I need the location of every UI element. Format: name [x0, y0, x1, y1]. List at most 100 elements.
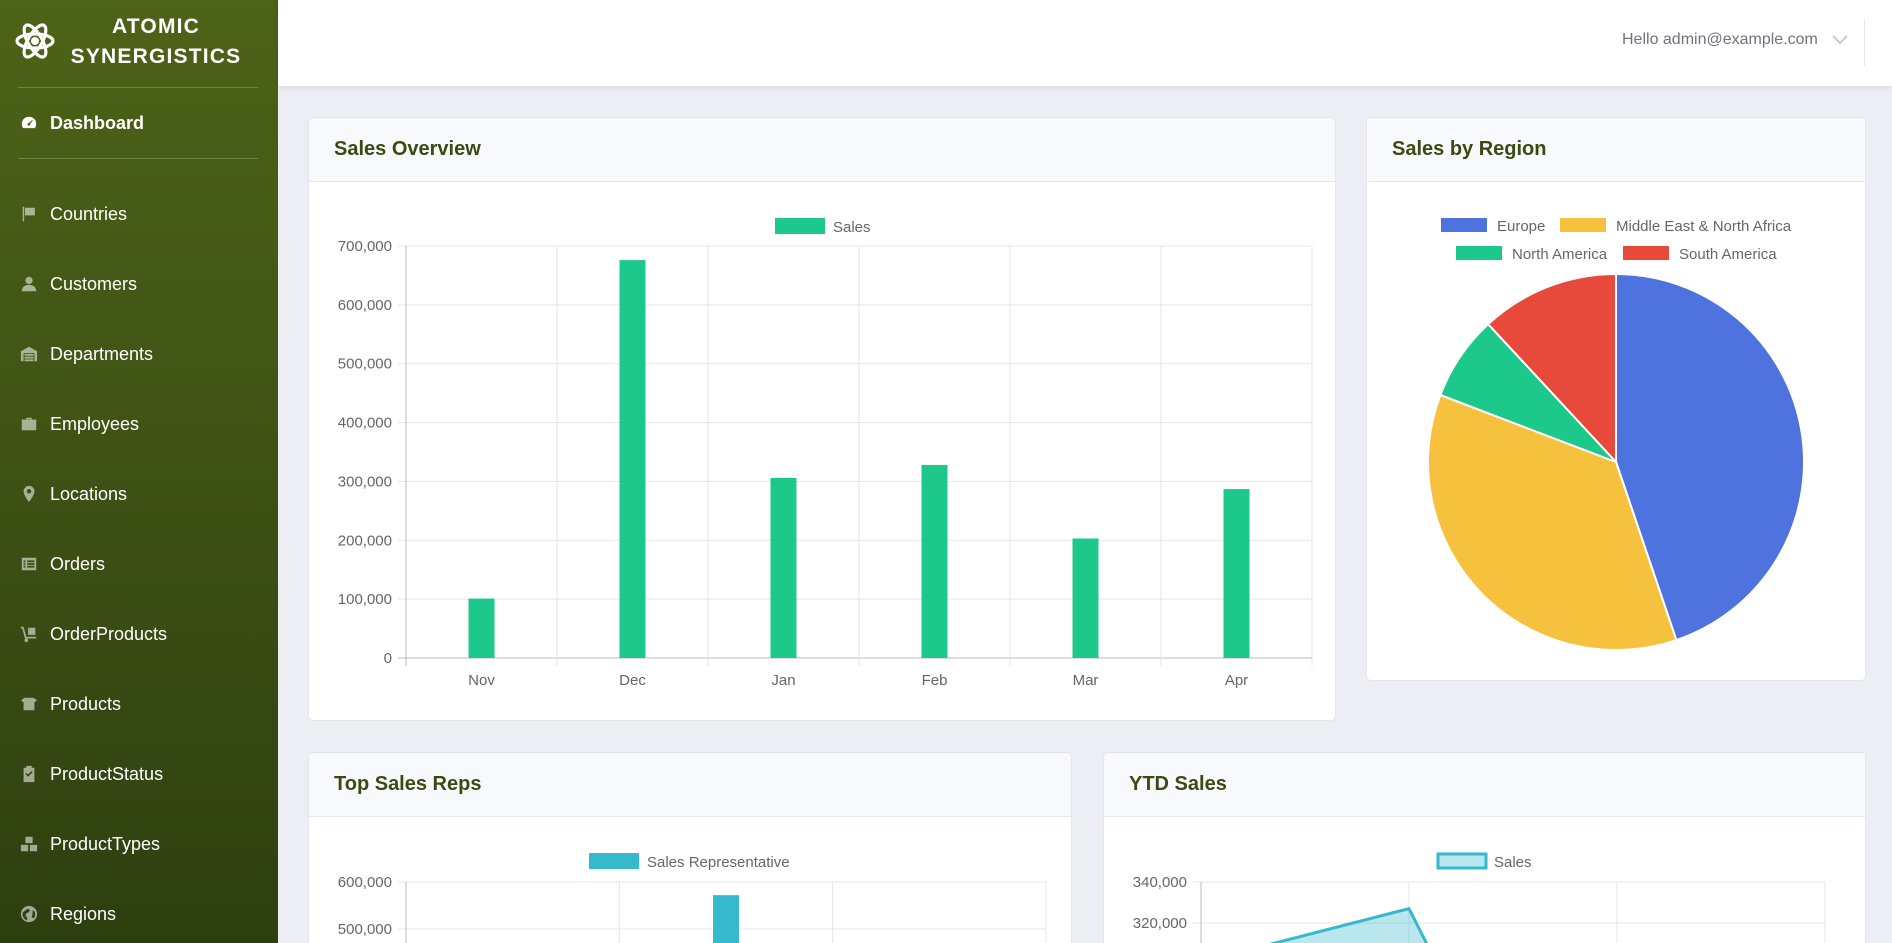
legend-label: North America — [1512, 246, 1608, 263]
legend-label: Europe — [1497, 218, 1545, 235]
x-tick-label: Mar — [1073, 672, 1099, 689]
legend-label-sales: Sales — [833, 219, 871, 236]
bar-jan — [770, 477, 797, 658]
sales-overview-chart: Sales 0 100,000 200,000 300,000 400,000 500,00… — [338, 218, 1313, 689]
sidebar-item-label: Locations — [50, 483, 128, 504]
legend-swatch-sales — [1436, 852, 1488, 870]
y-tick-label: 700,000 — [338, 238, 392, 255]
sidebar-item-customers[interactable]: Customers — [0, 262, 278, 306]
sidebar-item-label: ProductStatus — [50, 763, 164, 784]
sidebar-item-label: Departments — [50, 343, 154, 364]
pie-slice-south-america — [1486, 272, 1617, 465]
sidebar-item-label: Products — [50, 693, 122, 714]
y-tick-label: 0 — [384, 650, 392, 667]
y-tick-label: 100,000 — [338, 591, 392, 608]
bar-mar — [1072, 538, 1099, 658]
sidebar-item-label: Countries — [50, 203, 128, 224]
card-title: Sales Overview — [309, 118, 1335, 182]
card-title: YTD Sales — [1104, 753, 1865, 817]
flag-icon — [14, 204, 44, 224]
tachometer-icon — [14, 113, 44, 133]
sidebar-item-orderproducts[interactable]: OrderProducts — [0, 612, 278, 656]
sidebar-item-countries[interactable]: Countries — [0, 192, 278, 236]
y-tick-label: 400,000 — [338, 415, 392, 432]
top-sales-reps-card: Top Sales Reps Sales Representative 600,0… — [308, 752, 1072, 943]
pie-slice-europe — [1615, 272, 1805, 642]
ytd-sales-chart: Sales 340,000 320,000 — [1133, 852, 1826, 943]
sidebar-item-label: Customers — [50, 273, 138, 294]
bar-apr — [1223, 489, 1250, 658]
chevron-down-icon — [1832, 35, 1848, 45]
sales-overview-card: Sales Overview Sales 0 100,000 200,000 300,0… — [308, 117, 1336, 721]
sidebar-item-label: Orders — [50, 553, 106, 574]
sidebar-item-producttypes[interactable]: ProductTypes — [0, 822, 278, 866]
y-tick-label: 600,000 — [338, 297, 392, 314]
top-sales-reps-chart: Sales Representative 600,000 500,000 — [338, 853, 1047, 943]
topbar — [278, 0, 1892, 86]
brand-name: ATOMIC SYNERGISTICS — [64, 12, 248, 72]
sidebar-item-orders[interactable]: Orders — [0, 542, 278, 586]
sidebar-divider — [18, 158, 258, 159]
sales-by-region-chart: Europe Middle East & North Africa North Am… — [1427, 218, 1805, 651]
bar-sales-rep — [713, 895, 739, 943]
sidebar-divider — [18, 87, 258, 88]
topbar-divider — [1864, 20, 1865, 66]
x-tick-label: Nov — [468, 672, 495, 689]
y-tick-label: 200,000 — [338, 532, 392, 549]
line-sales — [1268, 906, 1429, 943]
boxes-icon — [14, 834, 44, 854]
sidebar-item-label: Employees — [50, 413, 140, 434]
clipboard-check-icon — [14, 764, 44, 784]
legend-swatch-sales — [775, 218, 825, 234]
atom-icon — [15, 23, 55, 59]
legend-label-sales: Sales — [1494, 854, 1532, 871]
bar-nov — [468, 598, 495, 658]
brand[interactable]: ATOMIC SYNERGISTICS — [0, 0, 278, 86]
sidebar: ATOMIC SYNERGISTICS Dashboard Countries … — [0, 0, 278, 943]
card-title: Sales by Region — [1367, 118, 1865, 182]
x-tick-label: Apr — [1225, 672, 1248, 689]
sidebar-item-dashboard[interactable]: Dashboard — [0, 101, 278, 145]
bar-feb — [921, 464, 948, 658]
brand-line-1: ATOMIC — [111, 15, 201, 38]
legend-label-sales-representative: Sales Representative — [647, 854, 790, 871]
box-open-icon — [14, 694, 44, 714]
sidebar-item-employees[interactable]: Employees — [0, 402, 278, 446]
legend-swatch — [1441, 218, 1487, 232]
ytd-sales-card: YTD Sales Sales 340,000 320,000 — [1103, 752, 1866, 943]
briefcase-icon — [14, 414, 44, 434]
sidebar-item-label: OrderProducts — [50, 623, 168, 644]
x-tick-label: Dec — [619, 672, 646, 689]
y-tick-label: 500,000 — [338, 921, 392, 938]
legend-swatch-sales-representative — [589, 853, 639, 869]
list-alt-icon — [14, 554, 44, 574]
bar-dec — [619, 260, 646, 658]
sidebar-item-locations[interactable]: Locations — [0, 472, 278, 516]
legend-swatch — [1623, 246, 1669, 260]
legend-swatch — [1456, 246, 1502, 260]
sidebar-item-productstatus[interactable]: ProductStatus — [0, 752, 278, 796]
x-tick-label: Jan — [771, 672, 795, 689]
user-greeting: Hello admin@example.com — [1622, 31, 1818, 48]
pie-slice-middle-east-north-africa — [1427, 393, 1678, 651]
sidebar-item-products[interactable]: Products — [0, 682, 278, 726]
y-tick-label: 600,000 — [338, 874, 392, 891]
legend-label: Middle East & North Africa — [1616, 218, 1792, 235]
sidebar-item-label: Dashboard — [50, 112, 145, 133]
legend-swatch — [1560, 218, 1606, 232]
sidebar-item-regions[interactable]: Regions — [0, 892, 278, 936]
legend-label: South America — [1679, 246, 1777, 263]
y-tick-label: 340,000 — [1133, 874, 1187, 891]
user-menu[interactable]: Hello admin@example.com — [1622, 31, 1848, 49]
warehouse-icon — [14, 344, 44, 364]
dolly-icon — [14, 624, 44, 644]
sidebar-item-departments[interactable]: Departments — [0, 332, 278, 376]
brand-line-2: SYNERGISTICS — [70, 45, 242, 68]
x-tick-label: Feb — [922, 672, 948, 689]
card-title: Top Sales Reps — [309, 753, 1071, 817]
sales-by-region-card: Sales by Region Europe Middle East & Nort… — [1366, 117, 1866, 681]
user-icon — [14, 274, 44, 294]
y-tick-label: 320,000 — [1133, 915, 1187, 932]
sidebar-item-label: Regions — [50, 903, 117, 924]
sidebar-item-label: ProductTypes — [50, 833, 161, 854]
